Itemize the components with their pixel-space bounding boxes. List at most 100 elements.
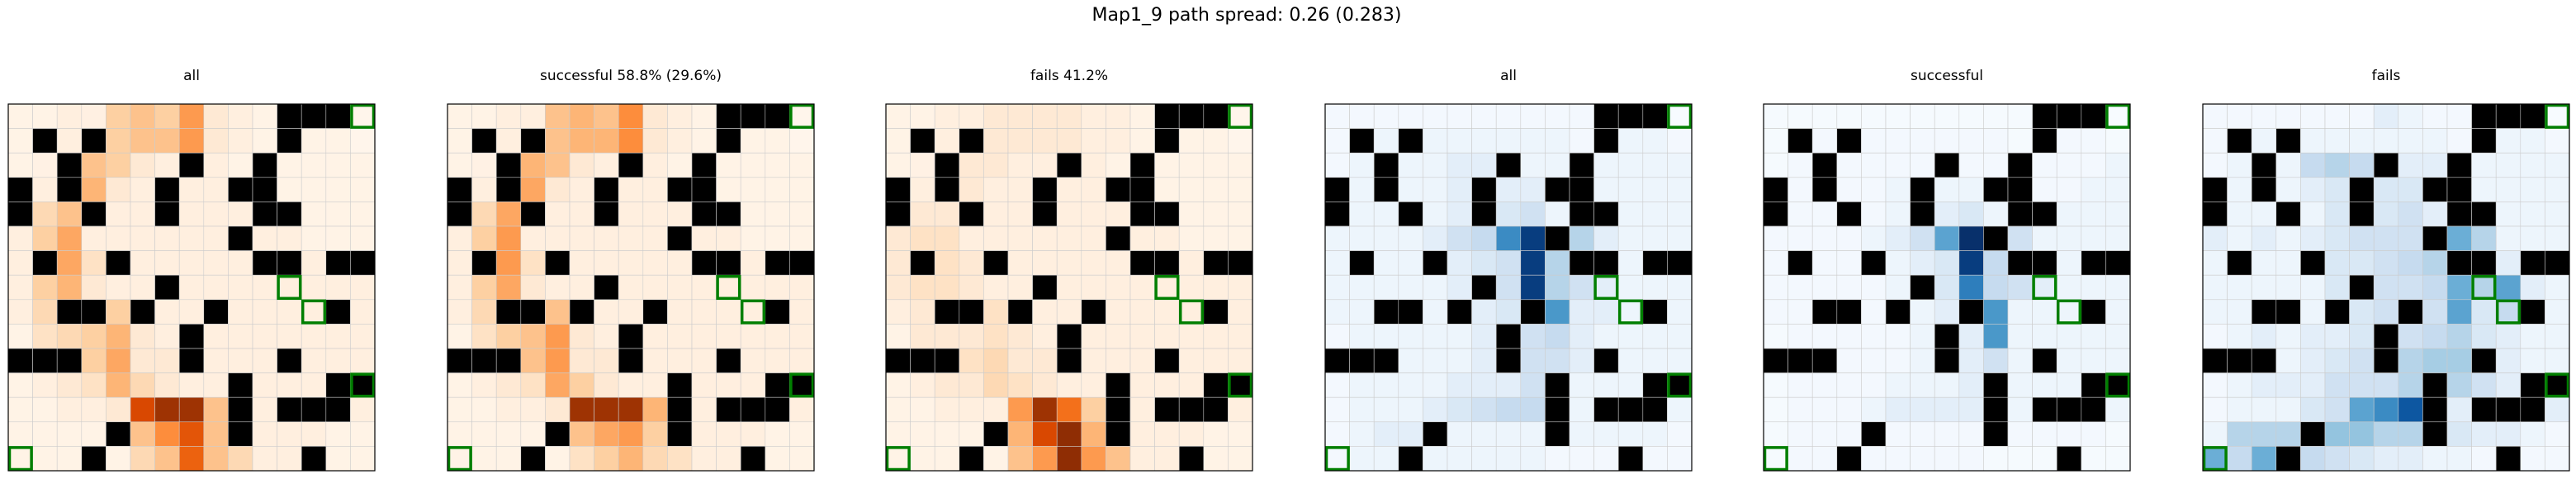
heat-cell — [130, 225, 155, 251]
heat-cell — [642, 103, 668, 129]
wall-cell — [1836, 299, 1862, 325]
wall-cell — [350, 250, 376, 276]
heat-cell — [569, 396, 594, 423]
wall-cell — [2202, 177, 2228, 202]
heat-cell — [1129, 274, 1155, 301]
heat-cell — [983, 324, 1009, 349]
heat-cell — [1081, 421, 1106, 447]
heat-cell — [2545, 421, 2570, 447]
wall-cell — [1934, 348, 1960, 373]
heat-cell — [569, 103, 594, 129]
heat-cell — [2349, 152, 2375, 178]
heat-cell — [1203, 202, 1229, 227]
goal-marker — [2495, 299, 2522, 325]
heat-cell — [56, 225, 83, 251]
wall-cell — [1788, 348, 1813, 373]
wall-cell — [1154, 103, 1180, 129]
heat-cell — [1154, 299, 1180, 325]
heat-cell — [7, 225, 33, 251]
heat-cell — [203, 446, 229, 472]
wall-cell — [495, 299, 522, 325]
heat-cell — [1885, 446, 1911, 472]
heat-cell — [130, 250, 155, 276]
heat-cell — [2373, 372, 2399, 398]
heat-cell — [1178, 372, 1205, 398]
panel-3-title: fails 41.2% — [1030, 68, 1108, 84]
heat-cell — [32, 225, 58, 251]
heat-cell — [106, 103, 131, 129]
heat-cell — [1617, 250, 1644, 276]
heat-cell — [1203, 177, 1229, 202]
heat-cell — [1349, 274, 1375, 301]
goal-marker — [277, 274, 302, 301]
wall-cell — [2251, 299, 2277, 325]
heat-cell — [325, 152, 351, 178]
heat-cell — [1178, 421, 1205, 447]
heat-cell — [1056, 299, 1082, 325]
heat-cell — [1106, 128, 1131, 154]
heat-cell — [667, 348, 693, 373]
heat-cell — [2202, 128, 2228, 154]
heat-cell — [1861, 152, 1887, 178]
wall-cell — [2349, 177, 2375, 202]
heat-cell — [1398, 152, 1423, 178]
heat-cell — [594, 446, 619, 472]
heat-cell — [1324, 299, 1350, 325]
heat-cell — [1349, 177, 1375, 202]
wall-cell — [2275, 299, 2301, 325]
heat-cell — [1203, 274, 1229, 301]
heat-cell — [130, 177, 155, 202]
heat-cell — [1520, 225, 1546, 251]
heat-cell — [1934, 446, 1960, 472]
heat-cell — [1106, 202, 1131, 227]
heat-cell — [691, 324, 717, 349]
heat-cell — [765, 421, 790, 447]
wall-cell — [1569, 250, 1594, 276]
heat-cell — [1032, 446, 1058, 472]
heat-cell — [983, 103, 1009, 129]
heat-cell — [1545, 250, 1570, 276]
heat-cell — [2398, 128, 2423, 154]
heat-cell — [1811, 446, 1838, 472]
panel-6-title: fails — [2372, 68, 2401, 84]
heat-cell — [520, 250, 546, 276]
heat-cell — [910, 152, 935, 178]
wall-cell — [495, 348, 522, 373]
heat-cell — [2251, 446, 2277, 472]
heat-cell — [765, 324, 790, 349]
heat-cell — [130, 396, 155, 423]
wall-cell — [934, 299, 960, 325]
heat-cell — [1495, 421, 1522, 447]
heat-cell — [740, 250, 766, 276]
heat-cell — [642, 396, 668, 423]
heat-cell — [1520, 177, 1546, 202]
heat-cell — [1520, 396, 1546, 423]
heat-cell — [885, 152, 911, 178]
heat-cell — [740, 202, 766, 227]
heat-cell — [350, 348, 376, 373]
heat-cell — [1495, 202, 1522, 227]
wall-cell — [618, 348, 644, 373]
wall-cell — [277, 128, 302, 154]
wall-cell — [1154, 396, 1180, 423]
heat-cell — [1447, 446, 1472, 472]
heat-cell — [1593, 421, 1619, 447]
heat-cell — [1423, 396, 1448, 423]
heat-cell — [7, 128, 33, 154]
heat-cell — [2081, 348, 2106, 373]
heat-cell — [1447, 177, 1472, 202]
wall-cell — [471, 348, 497, 373]
wall-cell — [1617, 396, 1644, 423]
wall-cell — [1056, 152, 1082, 178]
heat-cell — [1593, 372, 1619, 398]
heat-cell — [1081, 152, 1106, 178]
wall-cell — [765, 372, 790, 398]
heat-cell — [716, 372, 741, 398]
heat-cell — [2495, 324, 2522, 349]
heat-cell — [667, 103, 693, 129]
heat-cell — [2202, 324, 2228, 349]
heat-cell — [716, 421, 741, 447]
wall-cell — [1836, 202, 1862, 227]
heat-cell — [667, 250, 693, 276]
heat-cell — [2324, 225, 2350, 251]
